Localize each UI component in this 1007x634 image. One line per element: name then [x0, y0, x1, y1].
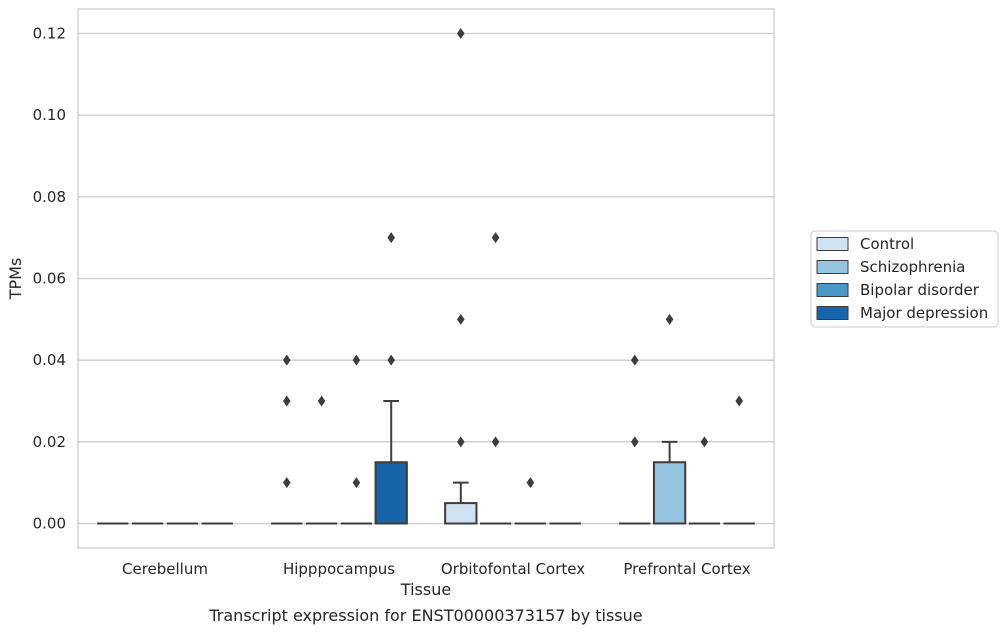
box-body — [444, 502, 478, 525]
outlier-point — [387, 354, 395, 366]
outlier-point — [283, 477, 291, 489]
y-tick-label: 0.02 — [33, 433, 66, 451]
box-group — [479, 232, 512, 525]
outlier-point — [352, 354, 361, 366]
legend-swatch — [816, 306, 849, 320]
outlier-point — [283, 354, 291, 366]
x-tick-label: Orbitofontal Cortex — [441, 560, 585, 578]
box-body — [374, 461, 408, 525]
outlier-point — [457, 313, 465, 325]
outlier-point — [665, 313, 674, 325]
outlier-point — [387, 232, 395, 244]
box-group — [374, 232, 408, 525]
legend-frame — [810, 230, 999, 328]
y-tick-label: 0.04 — [33, 351, 66, 369]
y-tick-label: 0.12 — [33, 25, 66, 43]
outlier-point — [283, 395, 291, 407]
grid-lines — [78, 32, 774, 525]
legend: Control Schizophrenia Bipolar disorder Majo… — [810, 230, 999, 328]
y-tick-label: 0.08 — [33, 188, 66, 206]
legend-swatch — [816, 283, 849, 297]
outlier-point — [491, 436, 500, 448]
box-group — [514, 477, 547, 525]
box-group — [619, 354, 651, 525]
outlier-point — [735, 395, 743, 407]
legend-swatch — [816, 260, 849, 274]
y-tick-label: 0.10 — [33, 106, 66, 124]
outlier-point — [457, 28, 465, 39]
y-axis-label: TPMs — [6, 258, 25, 301]
box-body — [652, 461, 687, 525]
box-group — [271, 354, 303, 525]
y-axis-ticks: 0.00 0.02 0.04 0.06 0.08 0.10 0.12 — [33, 25, 66, 533]
x-tick-label: Cerebellum — [122, 560, 208, 578]
chart-caption: Transcript expression for ENST0000037315… — [209, 606, 643, 625]
legend-label: Schizophrenia — [860, 258, 965, 276]
legend-label: Major depression — [860, 304, 988, 322]
x-axis-label: Tissue — [400, 580, 451, 599]
plot-frame — [77, 8, 775, 549]
box-group — [340, 354, 373, 525]
legend-swatch — [816, 237, 849, 251]
outlier-point — [317, 395, 326, 407]
legend-label: Bipolar disorder — [860, 281, 980, 299]
outlier-point — [631, 354, 639, 366]
legend-label: Control — [860, 235, 914, 253]
box-plot-series — [97, 28, 755, 525]
outlier-point — [526, 477, 535, 489]
outlier-point — [491, 232, 500, 244]
x-tick-label: Hipppocampus — [283, 560, 395, 578]
outlier-point — [457, 436, 465, 448]
x-tick-label: Prefrontal Cortex — [623, 560, 750, 578]
box-group — [444, 28, 478, 525]
box-group — [652, 313, 687, 525]
box-group — [723, 395, 755, 525]
outlier-point — [352, 477, 361, 489]
box-group — [305, 395, 338, 525]
x-axis-ticks: Cerebellum Hipppocampus Orbitofontal Corte… — [122, 560, 751, 578]
outlier-point — [631, 436, 639, 448]
box-group — [688, 436, 721, 525]
outlier-point — [700, 436, 709, 448]
y-tick-label: 0.06 — [33, 270, 66, 288]
y-tick-label: 0.00 — [33, 515, 66, 533]
